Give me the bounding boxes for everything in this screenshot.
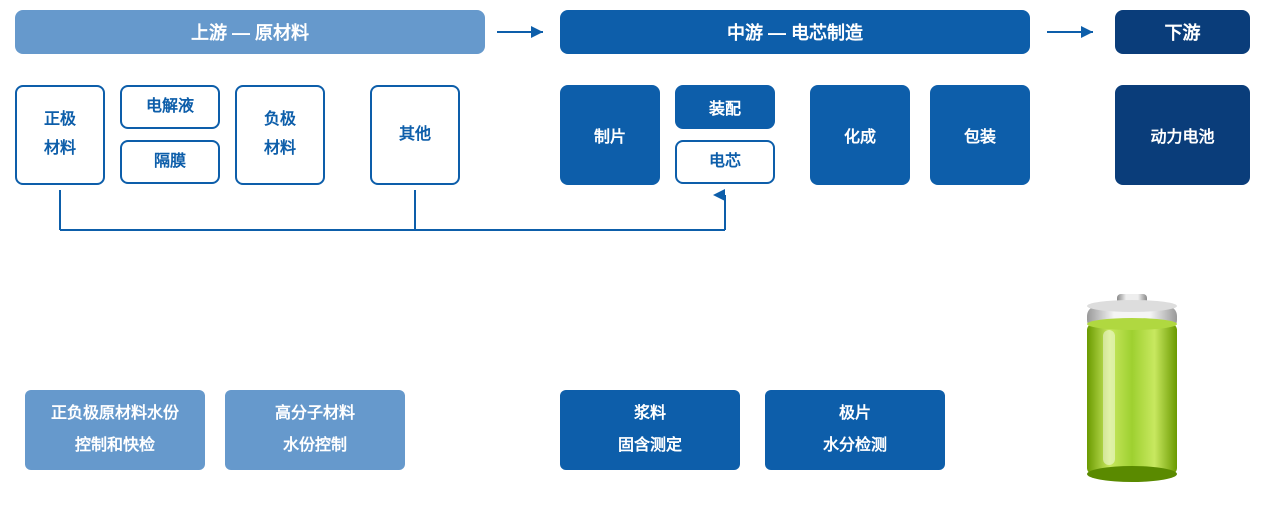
electrolyte-label: 电解液 (146, 93, 194, 122)
upstream-header: 上游 — 原材料 (15, 10, 485, 54)
separator-label: 隔膜 (154, 148, 186, 177)
other-box: 其他 (370, 85, 460, 185)
battery-icon (1075, 290, 1190, 485)
bottom-box-2-label: 高分子材料 水份控制 (275, 398, 355, 462)
bottom-box-4-label: 极片 水分检测 (823, 398, 887, 462)
cell-box: 电芯 (675, 140, 775, 184)
bracket-arrow-to-cell (50, 185, 750, 245)
separator-box: 隔膜 (120, 140, 220, 184)
formation-label: 化成 (844, 123, 876, 147)
bottom-box-3: 浆料 固含测定 (560, 390, 740, 470)
sheet-label: 制片 (594, 123, 626, 147)
anode-label: 负极 材料 (264, 106, 296, 164)
formation-box: 化成 (810, 85, 910, 185)
other-label: 其他 (399, 121, 431, 150)
bottom-box-2: 高分子材料 水份控制 (225, 390, 405, 470)
arrow-midstream-to-downstream (1045, 22, 1105, 42)
downstream-header-label: 下游 (1165, 19, 1201, 45)
sheet-box: 制片 (560, 85, 660, 185)
packaging-box: 包装 (930, 85, 1030, 185)
bottom-box-1: 正负极原材料水份 控制和快检 (25, 390, 205, 470)
power-battery-label: 动力电池 (1150, 123, 1214, 147)
cathode-label: 正极 材料 (44, 106, 76, 164)
anode-box: 负极 材料 (235, 85, 325, 185)
bottom-box-4: 极片 水分检测 (765, 390, 945, 470)
cathode-box: 正极 材料 (15, 85, 105, 185)
cell-label: 电芯 (709, 148, 741, 177)
assembly-label: 装配 (709, 95, 741, 119)
downstream-header: 下游 (1115, 10, 1250, 54)
midstream-header-label: 中游 — 电芯制造 (727, 19, 863, 45)
electrolyte-box: 电解液 (120, 85, 220, 129)
packaging-label: 包装 (964, 123, 996, 147)
midstream-header: 中游 — 电芯制造 (560, 10, 1030, 54)
bottom-box-3-label: 浆料 固含测定 (618, 398, 682, 462)
upstream-header-label: 上游 — 原材料 (191, 19, 309, 45)
power-battery-box: 动力电池 (1115, 85, 1250, 185)
bottom-box-1-label: 正负极原材料水份 控制和快检 (51, 398, 179, 462)
assembly-box: 装配 (675, 85, 775, 129)
arrow-upstream-to-midstream (495, 22, 555, 42)
